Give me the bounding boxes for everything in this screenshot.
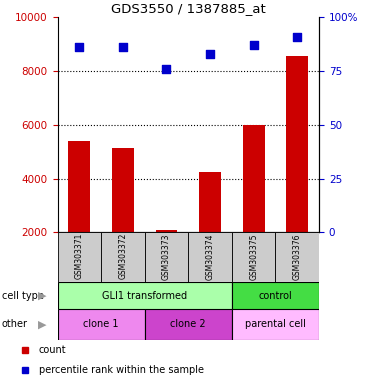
Title: GDS3550 / 1387885_at: GDS3550 / 1387885_at <box>111 2 266 15</box>
Bar <box>232 282 319 309</box>
Point <box>76 44 82 50</box>
Point <box>207 51 213 57</box>
Text: count: count <box>39 345 66 355</box>
Bar <box>199 172 221 286</box>
Bar <box>145 232 188 282</box>
Bar <box>286 56 308 286</box>
Bar <box>101 232 145 282</box>
Bar <box>232 309 319 340</box>
Text: ▶: ▶ <box>39 291 47 301</box>
Point <box>251 42 257 48</box>
Text: parental cell: parental cell <box>245 319 306 329</box>
Text: GLI1 transformed: GLI1 transformed <box>102 291 187 301</box>
Text: clone 1: clone 1 <box>83 319 119 329</box>
Bar <box>275 232 319 282</box>
Bar <box>188 232 232 282</box>
Bar <box>58 309 145 340</box>
Point <box>120 44 126 50</box>
Text: control: control <box>259 291 292 301</box>
Bar <box>112 148 134 286</box>
Text: GSM303376: GSM303376 <box>293 233 302 280</box>
Text: GSM303372: GSM303372 <box>118 233 127 280</box>
Text: GSM303373: GSM303373 <box>162 233 171 280</box>
Text: cell type: cell type <box>2 291 44 301</box>
Text: GSM303374: GSM303374 <box>206 233 214 280</box>
Text: percentile rank within the sample: percentile rank within the sample <box>39 365 204 375</box>
Bar <box>155 230 177 286</box>
Text: GSM303375: GSM303375 <box>249 233 258 280</box>
Bar <box>145 309 232 340</box>
Point <box>164 66 170 72</box>
Bar <box>68 141 90 286</box>
Text: GSM303371: GSM303371 <box>75 233 84 280</box>
Point <box>294 33 300 40</box>
Bar <box>243 125 265 286</box>
Text: ▶: ▶ <box>39 319 47 329</box>
Bar <box>232 232 276 282</box>
Text: other: other <box>2 319 28 329</box>
Bar <box>58 282 232 309</box>
Text: clone 2: clone 2 <box>170 319 206 329</box>
Bar <box>58 232 101 282</box>
